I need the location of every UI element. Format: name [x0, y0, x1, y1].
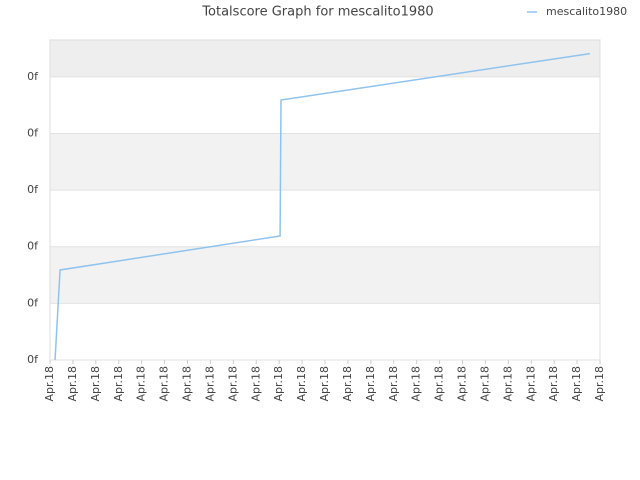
- line: [54, 52, 591, 361]
- x-tick-label: Apr.18: [89, 366, 102, 402]
- x-tick-label: Apr.18: [387, 366, 400, 402]
- y-tick-label: 0f: [27, 126, 39, 139]
- y-tick-label: 0f: [27, 70, 39, 83]
- x-tick-label: Apr.18: [570, 366, 583, 402]
- x-tick-label: Apr.18: [433, 366, 446, 402]
- x-tick-label: Apr.18: [295, 366, 308, 402]
- x-tick-label: Apr.18: [524, 366, 537, 402]
- y-tick-label: 0f: [27, 296, 39, 309]
- x-tick-label: Apr.18: [43, 366, 56, 402]
- x-tick-label: Apr.18: [341, 366, 354, 402]
- x-tick-label: Apr.18: [456, 366, 469, 402]
- y-tick-label: 0f: [27, 240, 39, 253]
- x-tick-label: Apr.18: [318, 366, 331, 402]
- x-tick-label: Apr.18: [181, 366, 194, 402]
- x-tick-label: Apr.18: [272, 366, 285, 402]
- x-tick-label: Apr.18: [501, 366, 514, 402]
- x-tick-label: Apr.18: [135, 366, 148, 402]
- x-tick-label: Apr.18: [226, 366, 239, 402]
- x-tick-label: Apr.18: [158, 366, 171, 402]
- x-tick-label: Apr.18: [203, 366, 216, 402]
- band: [50, 133, 600, 191]
- band: [50, 303, 600, 360]
- band: [50, 40, 600, 77]
- legend-label: mescalito1980: [546, 5, 627, 18]
- x-tick-label: Apr.18: [410, 366, 423, 402]
- x-tick-label: Apr.18: [547, 366, 560, 402]
- x-tick-label: Apr.18: [478, 366, 491, 402]
- chart-title: Totalscore Graph for mescalito1980: [201, 5, 433, 20]
- band: [50, 76, 600, 134]
- x-tick-label: Apr.18: [112, 366, 125, 402]
- y-tick-label: 0f: [27, 183, 39, 196]
- band: [50, 190, 600, 247]
- x-tick-label: Apr.18: [66, 366, 79, 402]
- band: [50, 246, 600, 304]
- y-tick-label: 0f: [27, 353, 39, 366]
- x-tick-label: Apr.18: [364, 366, 377, 402]
- x-tick-label: Apr.18: [249, 366, 262, 402]
- x-tick-label: Apr.18: [593, 366, 606, 402]
